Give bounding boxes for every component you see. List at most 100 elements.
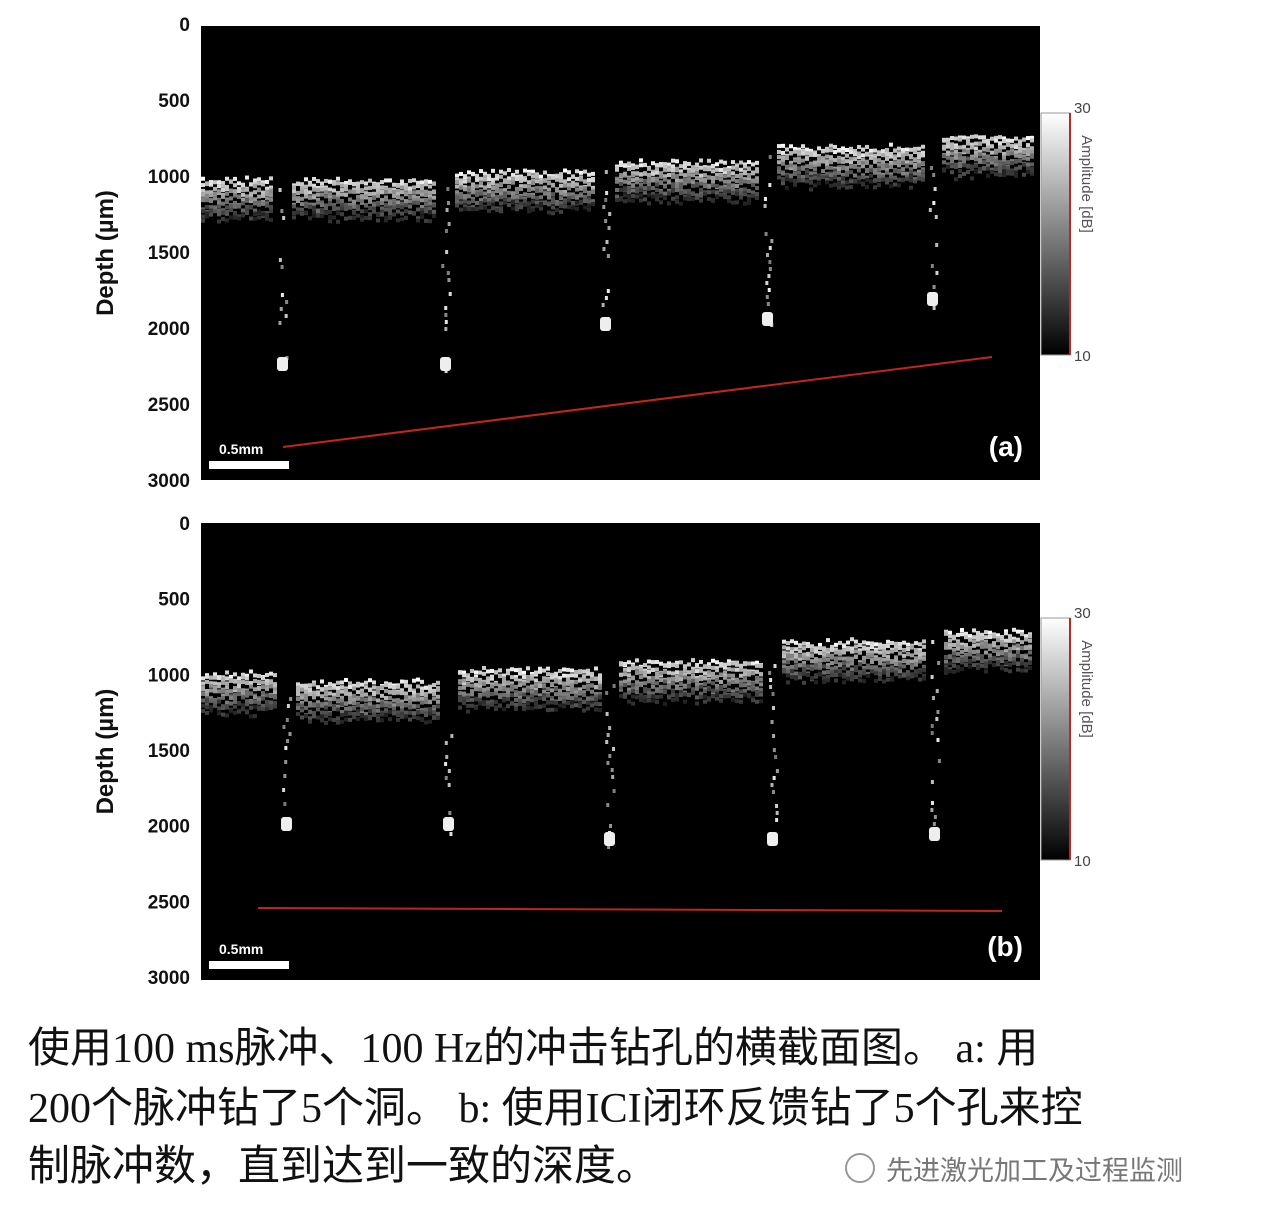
speckle [968, 648, 972, 653]
speckle [424, 189, 428, 194]
speckle [643, 197, 647, 202]
speckle [833, 171, 837, 176]
speckle [841, 172, 845, 177]
speckle [671, 174, 675, 179]
speckle [364, 186, 368, 191]
speckle [487, 173, 491, 178]
speckle [667, 695, 671, 700]
speckle [507, 179, 511, 184]
speckle [312, 702, 316, 707]
speckle [881, 149, 885, 154]
speckle [412, 198, 416, 203]
speckle [546, 672, 550, 677]
speckle [671, 681, 675, 686]
speckle [794, 663, 798, 668]
speckle [691, 676, 695, 681]
speckle [768, 246, 772, 250]
speckle [498, 673, 502, 678]
speckle [368, 192, 372, 197]
speckle [249, 193, 253, 198]
speckle [486, 680, 490, 685]
speckle [205, 705, 209, 710]
speckle [857, 155, 861, 160]
speckle [735, 677, 739, 682]
speckle [221, 183, 225, 188]
speckle [679, 169, 683, 174]
speckle [201, 703, 205, 708]
speckle [518, 667, 522, 672]
speckle [885, 170, 889, 175]
speckle [1028, 634, 1032, 639]
speckle [974, 153, 978, 158]
speckle [590, 695, 594, 700]
speckle [519, 178, 523, 183]
speckle [830, 661, 834, 666]
speckle [996, 659, 1000, 664]
speckle [304, 188, 308, 193]
speckle [332, 706, 336, 711]
speckle [463, 185, 467, 190]
speckle [547, 173, 551, 178]
speckle [445, 755, 449, 759]
speckle [205, 702, 209, 707]
speckle [507, 203, 511, 208]
speckle [711, 694, 715, 699]
speckle [420, 198, 424, 203]
speckle [777, 160, 781, 165]
speckle [838, 651, 842, 656]
speckle [882, 668, 886, 673]
speckle [671, 164, 675, 169]
speckle [586, 696, 590, 701]
speckle [755, 160, 759, 165]
speckle [663, 162, 667, 167]
speckle [364, 702, 368, 707]
speckle [723, 170, 727, 175]
speckle [356, 703, 360, 708]
speckle [612, 789, 616, 793]
speckle [1004, 652, 1008, 657]
speckle [447, 222, 451, 226]
speckle [914, 673, 918, 678]
scale-bar [209, 961, 289, 969]
speckle [719, 192, 723, 197]
speckle [1000, 651, 1004, 656]
speckle [922, 664, 926, 669]
speckle [619, 163, 623, 168]
speckle [571, 192, 575, 197]
speckle [241, 188, 245, 193]
speckle [360, 704, 364, 709]
speckle [348, 189, 352, 194]
speckle [719, 694, 723, 699]
speckle [1008, 657, 1012, 662]
speckle [635, 194, 639, 199]
speckle [400, 185, 404, 190]
speckle [332, 685, 336, 690]
speckle [711, 189, 715, 194]
speckle [448, 292, 452, 296]
speckle [834, 669, 838, 674]
speckle [731, 171, 735, 176]
speckle [643, 171, 647, 176]
speckle [691, 173, 695, 178]
speckle [825, 159, 829, 164]
speckle [316, 185, 320, 190]
speckle [655, 675, 659, 680]
speckle [424, 192, 428, 197]
speckle [348, 692, 352, 697]
speckle [922, 651, 926, 656]
speckle [594, 697, 598, 702]
speckle [933, 187, 937, 191]
speckle [789, 151, 793, 156]
speckle [579, 175, 583, 180]
speckle [205, 190, 209, 195]
speckle [675, 182, 679, 187]
speckle [747, 661, 751, 666]
speckle [388, 208, 392, 213]
y-tick-label: 2500 [148, 892, 190, 913]
speckle [392, 193, 396, 198]
speckle [914, 650, 918, 655]
speckle [217, 711, 221, 716]
speckle [854, 668, 858, 673]
speckle [817, 156, 821, 161]
speckle [458, 680, 462, 685]
